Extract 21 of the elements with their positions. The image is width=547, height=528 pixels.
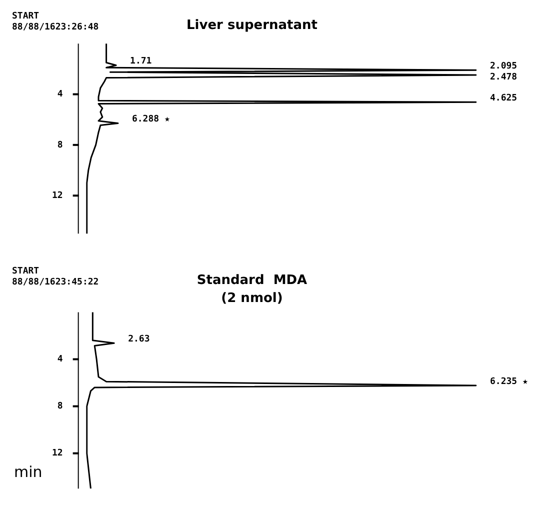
text: START — [12, 11, 40, 22]
text: 88/88/1623:26:48 — [12, 22, 99, 32]
y-tick-label: 12 — [52, 190, 63, 201]
text: 88/88/1623:45:22 — [12, 277, 99, 288]
y-tick-label: 4 — [57, 90, 64, 100]
annotation: 6.288 ★ — [132, 114, 170, 125]
y-tick-label: 8 — [57, 140, 63, 150]
chart-title: Liver supernatant — [186, 18, 318, 34]
chart-subtitle: (2 nmol) — [221, 290, 283, 306]
y-tick-label: 4 — [57, 354, 64, 365]
chart-title: Standard MDA — [196, 273, 308, 288]
text: START — [12, 266, 40, 276]
annotation: 2.095 — [490, 61, 518, 72]
annotation: 6.235 ★ — [490, 376, 529, 387]
y-tick-label: 8 — [57, 402, 63, 412]
annotation: 4.625 — [490, 94, 518, 104]
annotation: 2.478 — [490, 72, 518, 82]
y-axis-title: min — [14, 463, 42, 482]
annotation: 1.71 — [130, 56, 152, 67]
y-tick-label: 12 — [52, 448, 63, 459]
annotation: 2.63 — [128, 334, 150, 344]
